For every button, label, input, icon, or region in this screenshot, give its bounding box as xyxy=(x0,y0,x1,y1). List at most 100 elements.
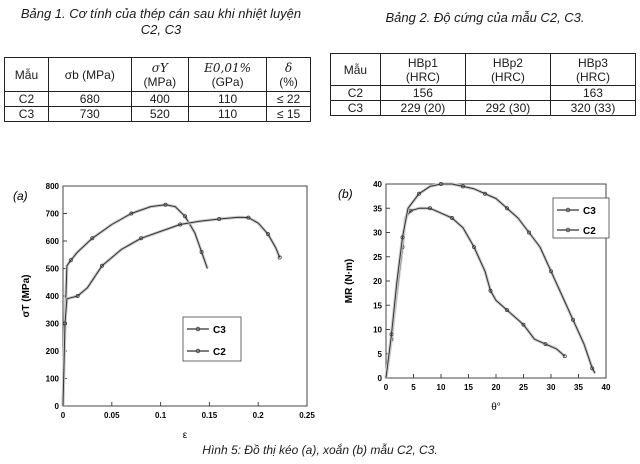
data-point xyxy=(461,184,465,189)
series-line-c2-core xyxy=(385,183,596,379)
data-point xyxy=(100,263,104,268)
table-row: C2 680 400 110 ≤ 22 xyxy=(4,91,311,107)
table1-cell: C2 xyxy=(4,91,49,107)
legend-label: C2 xyxy=(583,226,596,237)
data-point xyxy=(543,342,548,346)
table1-cell: ≤ 15 xyxy=(266,106,311,122)
data-point xyxy=(199,250,204,254)
data-point xyxy=(450,216,454,220)
x-axis-label: θ° xyxy=(491,402,501,413)
table1-cell: 520 xyxy=(130,106,190,122)
x-tick-label: 35 xyxy=(574,383,583,392)
table2-cell: 156 xyxy=(379,85,466,101)
legend-marker xyxy=(195,326,201,332)
y-tick-label: 500 xyxy=(46,265,60,274)
y-tick-label: 100 xyxy=(46,375,60,384)
table1: Mẫu σb (MPa) σY (MPa) E0,01% (GPa) δ (%)… xyxy=(4,57,311,122)
legend-marker xyxy=(565,207,571,213)
table1-header-modulus: E0,01% (GPa) xyxy=(188,57,268,92)
table2-header-sample: Mẫu xyxy=(330,53,381,86)
data-point xyxy=(483,191,487,196)
y-tick-label: 40 xyxy=(373,180,382,189)
x-tick-label: 0 xyxy=(384,383,389,392)
x-tick-label: 20 xyxy=(492,383,501,392)
panel-label: (a) xyxy=(13,189,28,203)
data-point xyxy=(217,217,222,221)
data-point xyxy=(417,191,421,196)
y-tick-label: 5 xyxy=(378,350,383,359)
table2-cell xyxy=(464,85,551,101)
y-tick-label: 10 xyxy=(373,326,382,335)
x-tick-label: 0.2 xyxy=(253,411,265,420)
x-tick-label: 40 xyxy=(602,383,611,392)
table2-header-hb3: HBp3 (HRC) xyxy=(549,53,637,86)
table1-caption: Bảng 1. Cơ tính của thép cán sau khi nhi… xyxy=(0,6,322,38)
table2-caption: Bảng 2. Độ cứng của mẫu C2, C3. xyxy=(385,10,585,25)
data-point xyxy=(439,182,443,186)
data-point xyxy=(590,366,595,371)
x-tick-label: 0.05 xyxy=(104,411,120,420)
data-point xyxy=(472,245,476,250)
data-point xyxy=(488,288,493,293)
table-row: C3 730 520 110 ≤ 15 xyxy=(4,106,311,122)
data-point xyxy=(277,255,282,260)
table2-cell: 163 xyxy=(549,85,637,101)
x-axis-label: ε xyxy=(183,430,188,440)
table2-header-row: Mẫu HBp1 (HRC) HBp2 (HRC) HBp3 (HRC) xyxy=(330,53,637,86)
y-tick-label: 30 xyxy=(373,229,382,238)
data-point xyxy=(266,232,270,237)
table2-header-hb1: HBp1 (HRC) xyxy=(379,53,466,86)
data-point xyxy=(246,215,251,220)
table1-header-sigma-b: σb (MPa) xyxy=(47,57,132,92)
table-row: C3 229 (20) 292 (30) 320 (33) xyxy=(330,100,637,116)
x-tick-label: 15 xyxy=(464,383,473,392)
figure-caption: Hình 5: Đồ thị kéo (a), xoắn (b) mẫu C2,… xyxy=(202,443,438,457)
table1-cell: 680 xyxy=(47,91,132,107)
series-line-c2-core xyxy=(62,216,281,407)
table2-cell: 229 (20) xyxy=(379,100,466,116)
x-tick-label: 0.1 xyxy=(155,411,167,420)
y-tick-label: 20 xyxy=(373,277,382,286)
data-point xyxy=(389,332,394,337)
table1-header-row: Mẫu σb (MPa) σY (MPa) E0,01% (GPa) δ (%) xyxy=(4,57,311,92)
table-row: C2 156 163 xyxy=(330,85,637,101)
y-tick-label: 700 xyxy=(46,210,60,219)
y-tick-label: 800 xyxy=(46,182,60,191)
y-tick-label: 25 xyxy=(373,253,382,262)
x-tick-label: 5 xyxy=(411,383,416,392)
table2-header-hb2: HBp2 (HRC) xyxy=(464,53,551,86)
series-line-c3-core xyxy=(62,204,208,407)
x-tick-label: 0.15 xyxy=(202,411,218,420)
data-point xyxy=(521,322,526,327)
y-tick-label: 300 xyxy=(46,320,60,329)
data-point xyxy=(562,354,567,359)
data-point xyxy=(163,202,168,207)
series-line-c3-core xyxy=(385,207,566,379)
table1-header-sigma-y: σY (MPa) xyxy=(130,57,190,92)
table1-cell: 110 xyxy=(188,91,268,107)
data-point xyxy=(75,294,80,298)
data-point xyxy=(408,208,413,213)
y-tick-label: 35 xyxy=(373,204,382,213)
data-point xyxy=(63,321,67,326)
table1-caption-line2: C2, C3 xyxy=(140,22,182,37)
y-tick-label: 200 xyxy=(46,347,60,356)
series-line-c3 xyxy=(61,203,209,407)
data-point xyxy=(505,308,509,313)
data-point xyxy=(400,235,405,240)
data-point xyxy=(90,236,95,241)
x-tick-label: 10 xyxy=(437,383,446,392)
torsion-chart: (b) 0 5 10 15 20 25 30 35 40 0 5 10 15 20 25 30 35 40 θ° MR … xyxy=(338,180,611,413)
data-point xyxy=(68,258,73,263)
table2-cell: 292 (30) xyxy=(464,100,551,116)
table1-header-delta: δ (%) xyxy=(266,57,311,92)
data-point xyxy=(129,211,134,216)
x-tick-label: 25 xyxy=(519,383,528,392)
legend-box xyxy=(182,316,242,362)
legend-marker xyxy=(565,227,571,233)
data-point xyxy=(428,206,432,211)
table2-cell: 320 (33) xyxy=(549,100,637,116)
data-point xyxy=(549,269,553,274)
y-tick-label: 400 xyxy=(46,292,60,301)
y-axis-label: σT (MPa) xyxy=(21,275,32,318)
